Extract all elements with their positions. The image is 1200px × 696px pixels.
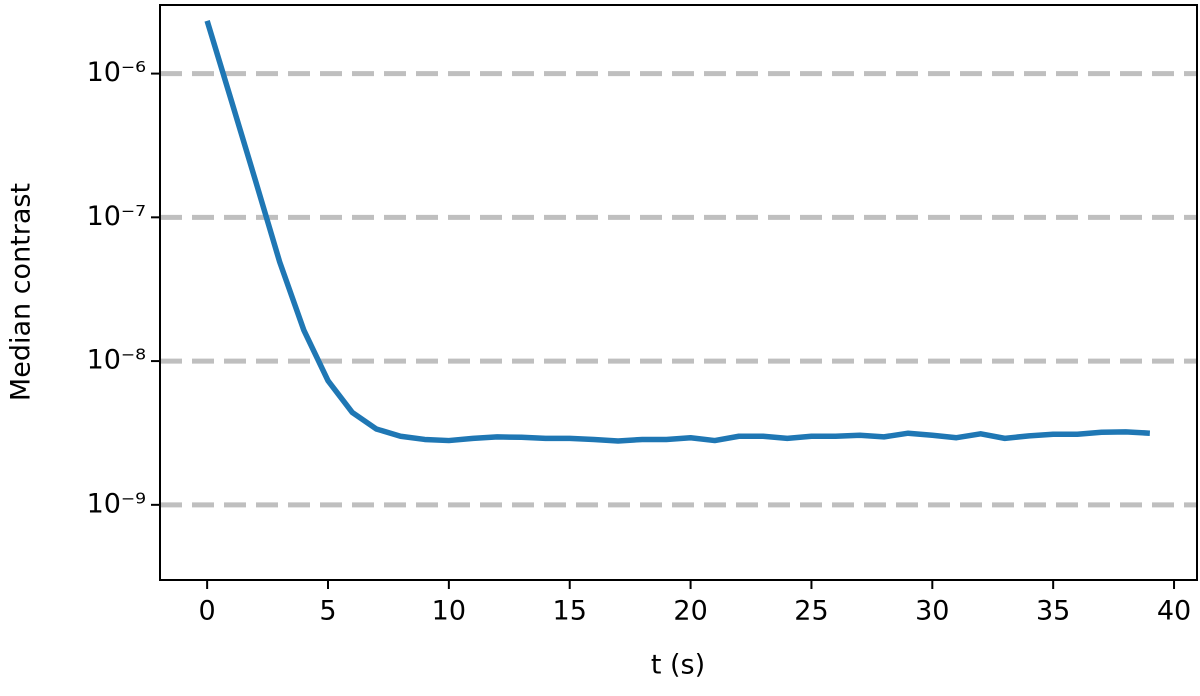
x-tick-label: 25 — [794, 596, 828, 627]
data-line — [204, 19, 1151, 444]
y-tick-label: 10⁻⁸ — [87, 345, 146, 376]
x-tick-label: 35 — [1036, 596, 1070, 627]
x-tick-label: 40 — [1157, 596, 1191, 627]
x-tick-label: 20 — [673, 596, 707, 627]
y-tick-label: 10⁻⁶ — [87, 57, 146, 88]
x-tick-label: 15 — [553, 596, 587, 627]
x-tick-label: 0 — [199, 596, 216, 627]
x-axis-label: t (s) — [651, 650, 705, 681]
x-tick-label: 5 — [319, 596, 336, 627]
y-tick-label: 10⁻⁷ — [87, 201, 146, 232]
x-tick-label: 30 — [915, 596, 949, 627]
y-tick-label: 10⁻⁹ — [87, 488, 146, 519]
y-axis-label: Median contrast — [6, 183, 37, 401]
plot-frame — [159, 4, 1198, 581]
x-tick-label: 10 — [432, 596, 466, 627]
